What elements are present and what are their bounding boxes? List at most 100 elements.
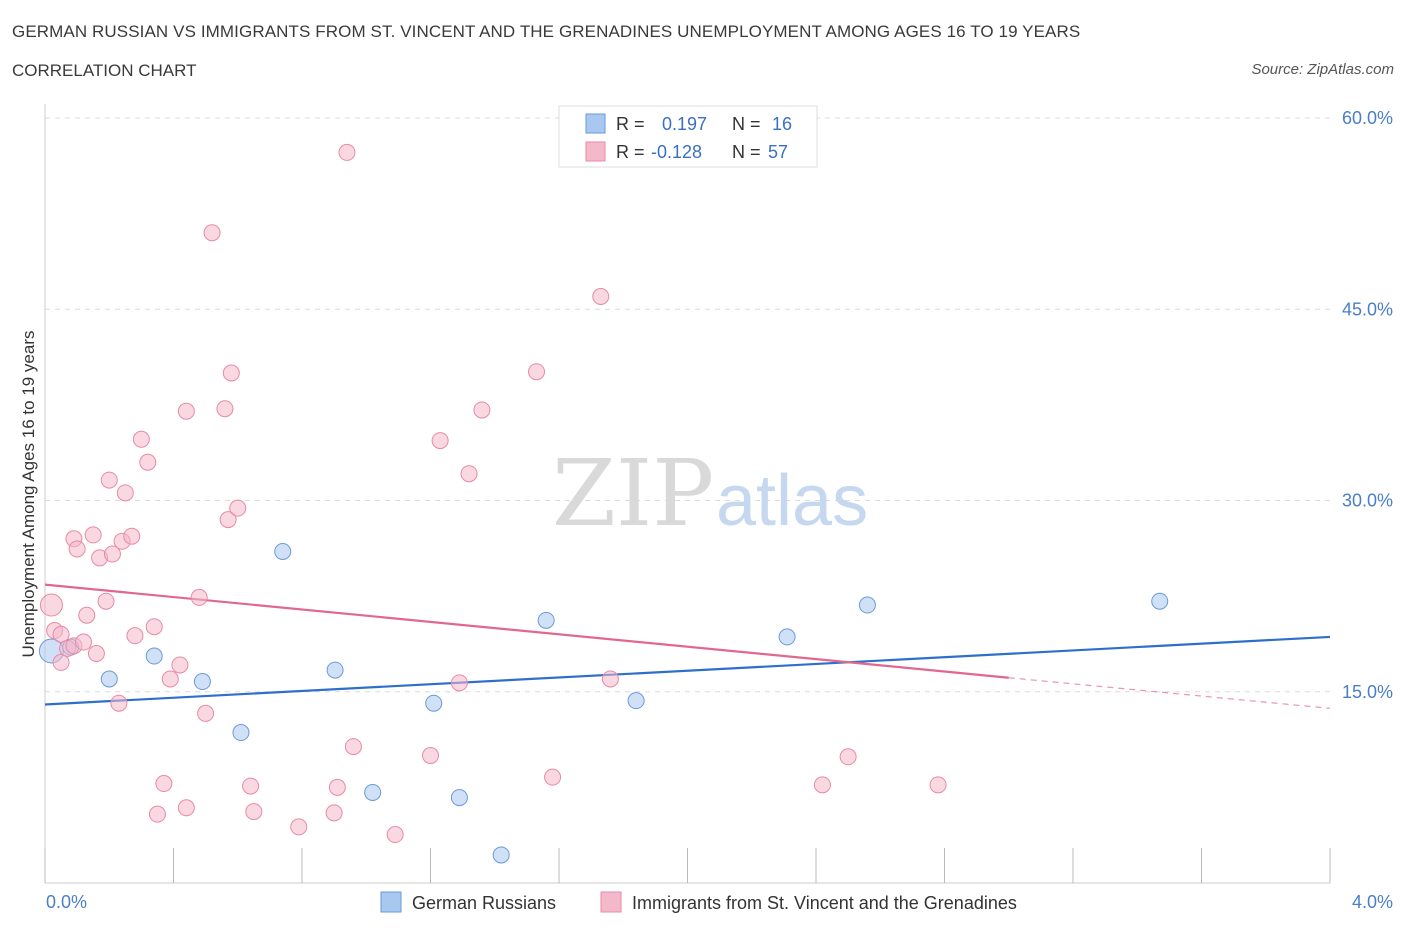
legend-n-value-2: 57: [768, 142, 788, 162]
y-tick-label-3: 60.0%: [1342, 108, 1393, 128]
watermark: ZIP atlas: [552, 440, 868, 547]
point-series-1-8: [75, 633, 93, 651]
point-series-1-31: [197, 704, 215, 722]
point-series-0-15: [858, 596, 876, 614]
legend-n-label-2: N =: [732, 142, 761, 162]
point-series-0-5: [232, 724, 250, 742]
point-series-1-19: [123, 527, 141, 545]
x-tick-label-0: 0.0%: [46, 892, 87, 912]
point-series-1-56: [929, 776, 947, 794]
trend-line-dashed-series-1: [1008, 677, 1331, 709]
point-series-1-54: [813, 776, 831, 794]
point-series-1-25: [155, 775, 173, 793]
legend-box: R = 0.197 N = 16 R = -0.128 N = 57: [558, 105, 818, 168]
point-series-1-29: [177, 402, 195, 420]
x-tick-label-1: 4.0%: [1352, 892, 1393, 912]
point-series-1-47: [450, 674, 468, 692]
source-label: Source: ZipAtlas.com: [1251, 61, 1394, 78]
point-series-1-3: [52, 653, 70, 671]
legend-r-label-1: R =: [616, 114, 645, 134]
point-series-1-20: [126, 627, 144, 645]
point-series-0-14: [778, 628, 796, 646]
point-series-0-8: [364, 783, 382, 801]
point-series-0-9: [425, 694, 443, 712]
chart-title: GERMAN RUSSIAN VS IMMIGRANTS FROM ST. VI…: [12, 22, 1081, 41]
chart-subtitle: CORRELATION CHART: [12, 61, 197, 80]
point-series-0-7: [326, 661, 344, 679]
point-series-1-22: [139, 453, 157, 471]
point-series-0-6: [274, 543, 292, 560]
legend-r-label-2: R =: [616, 142, 645, 162]
point-series-1-16: [110, 694, 128, 712]
point-series-1-7: [68, 540, 86, 558]
grid-lines: [45, 117, 1330, 693]
bottom-legend: German Russians Immigrants from St. Vinc…: [380, 891, 1017, 913]
point-series-1-2: [52, 625, 70, 643]
axes: [44, 104, 1331, 884]
bottom-legend-swatch-immigrants: [600, 891, 622, 913]
point-series-1-14: [100, 471, 118, 489]
point-series-1-13: [97, 592, 115, 610]
point-series-1-18: [116, 484, 134, 502]
point-series-1-52: [592, 288, 610, 305]
point-series-1-55: [839, 748, 857, 766]
point-series-1-10: [84, 526, 102, 544]
point-series-1-44: [386, 826, 404, 844]
point-series-0-12: [537, 611, 555, 629]
point-series-1-53: [601, 670, 619, 688]
y-tick-label-2: 45.0%: [1342, 299, 1393, 319]
point-series-1-39: [290, 818, 308, 836]
trend-lines: [44, 583, 1331, 709]
tick-labels: 15.0% 30.0% 45.0% 60.0% 0.0% 4.0%: [46, 108, 1393, 912]
y-tick-label-1: 30.0%: [1342, 491, 1393, 511]
point-series-0-3: [145, 647, 163, 665]
point-series-1-36: [229, 499, 247, 517]
trend-line-series-0: [44, 635, 1331, 706]
point-series-0-11: [492, 846, 510, 864]
y-tick-label-0: 15.0%: [1342, 682, 1393, 702]
bottom-legend-swatch-german-russians: [380, 891, 402, 913]
point-series-1-38: [245, 803, 263, 821]
point-series-1-40: [325, 804, 343, 822]
point-series-1-15: [103, 545, 121, 563]
point-series-1-21: [132, 430, 150, 448]
point-series-0-16: [1151, 592, 1169, 610]
point-series-1-23: [145, 618, 163, 636]
legend-r-value-2: -0.128: [651, 142, 702, 162]
legend-swatch-immigrants: [585, 141, 606, 162]
point-series-1-11: [87, 645, 105, 662]
point-series-0-13: [627, 692, 645, 710]
point-series-1-30: [190, 588, 208, 606]
y-axis-label: Unemployment Among Ages 16 to 19 years: [19, 331, 38, 658]
point-series-1-32: [203, 224, 221, 242]
point-series-1-35: [222, 364, 240, 382]
data-points: [38, 143, 1169, 864]
point-series-1-33: [216, 400, 234, 418]
point-series-1-41: [328, 778, 346, 796]
point-series-1-42: [338, 143, 356, 161]
point-series-0-10: [450, 789, 468, 807]
point-series-1-37: [242, 777, 260, 795]
bottom-legend-label-immigrants: Immigrants from St. Vincent and the Gren…: [632, 893, 1017, 913]
bottom-legend-label-german-russians: German Russians: [412, 893, 556, 913]
point-series-0-2: [100, 670, 118, 688]
watermark-atlas: atlas: [716, 461, 868, 541]
point-series-1-45: [422, 747, 439, 764]
point-series-1-26: [161, 670, 179, 688]
point-series-1-9: [78, 606, 96, 624]
watermark-zip: ZIP: [552, 440, 714, 547]
legend-r-value-1: 0.197: [662, 114, 707, 134]
legend-n-label-1: N =: [732, 114, 761, 134]
point-series-1-46: [431, 432, 449, 450]
point-series-1-50: [528, 363, 546, 381]
point-series-0-4: [193, 673, 211, 691]
point-series-1-49: [473, 401, 491, 419]
point-series-1-0: [39, 593, 63, 617]
point-series-1-24: [148, 805, 166, 823]
point-series-1-43: [344, 738, 362, 756]
point-series-1-34: [219, 511, 237, 529]
point-series-1-27: [171, 656, 189, 674]
legend-swatch-german-russians: [585, 113, 606, 134]
point-series-1-48: [460, 465, 478, 483]
